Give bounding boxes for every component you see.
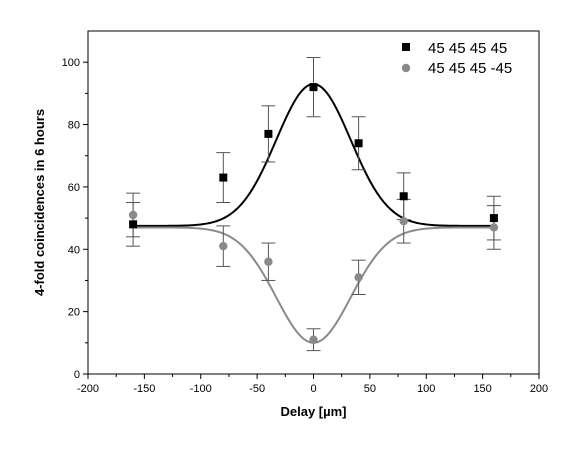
point-series-1 — [219, 173, 228, 182]
y-axis-label: 4-fold coincidences in 6 hours — [32, 109, 47, 296]
x-tick-label: 200 — [530, 383, 548, 395]
x-tick-label: -50 — [249, 383, 265, 395]
y-tick-label: 40 — [68, 244, 80, 256]
point-series-1 — [354, 139, 363, 148]
y-tick-label: 20 — [68, 307, 80, 319]
x-tick-label: 50 — [364, 383, 376, 395]
point-series-1 — [399, 192, 408, 201]
x-tick-label: -100 — [190, 383, 212, 395]
x-tick-label: -200 — [77, 383, 99, 395]
data-points — [128, 83, 499, 344]
point-series-2 — [128, 210, 138, 220]
y-tick-label: 80 — [68, 120, 80, 132]
point-series-2 — [399, 217, 408, 226]
x-tick-label: 150 — [473, 383, 491, 395]
point-series-2 — [354, 273, 363, 282]
point-series-2 — [219, 241, 228, 251]
legend-marker-circle — [401, 63, 411, 73]
point-series-2 — [264, 257, 273, 266]
error-bars — [126, 57, 501, 352]
y-axis-ticks: 0 20 40 60 80 100 — [62, 57, 88, 381]
legend: 45 45 45 45 45 45 45 -45 — [401, 40, 512, 77]
fit-curve-series-2 — [133, 226, 494, 344]
point-series-1 — [129, 220, 138, 229]
x-tick-label: 0 — [310, 383, 316, 395]
point-series-2 — [489, 223, 499, 232]
point-series-1 — [309, 83, 318, 92]
fit-curves — [133, 83, 494, 344]
y-tick-label: 60 — [68, 182, 80, 194]
x-axis-ticks: -200 -150 -100 -50 0 50 100 150 200 — [77, 374, 548, 395]
legend-label-series-1: 45 45 45 45 — [428, 40, 507, 57]
x-axis-label: Delay [µm] — [280, 404, 346, 419]
legend-label-series-2: 45 45 45 -45 — [428, 60, 512, 77]
point-series-1 — [489, 214, 498, 223]
point-series-1 — [264, 129, 273, 138]
x-tick-label: -150 — [133, 383, 155, 395]
y-tick-label: 100 — [62, 57, 80, 69]
x-tick-label: 100 — [417, 383, 435, 395]
y-tick-label: 0 — [74, 369, 80, 381]
legend-marker-square — [402, 43, 410, 51]
point-series-2 — [309, 335, 318, 344]
